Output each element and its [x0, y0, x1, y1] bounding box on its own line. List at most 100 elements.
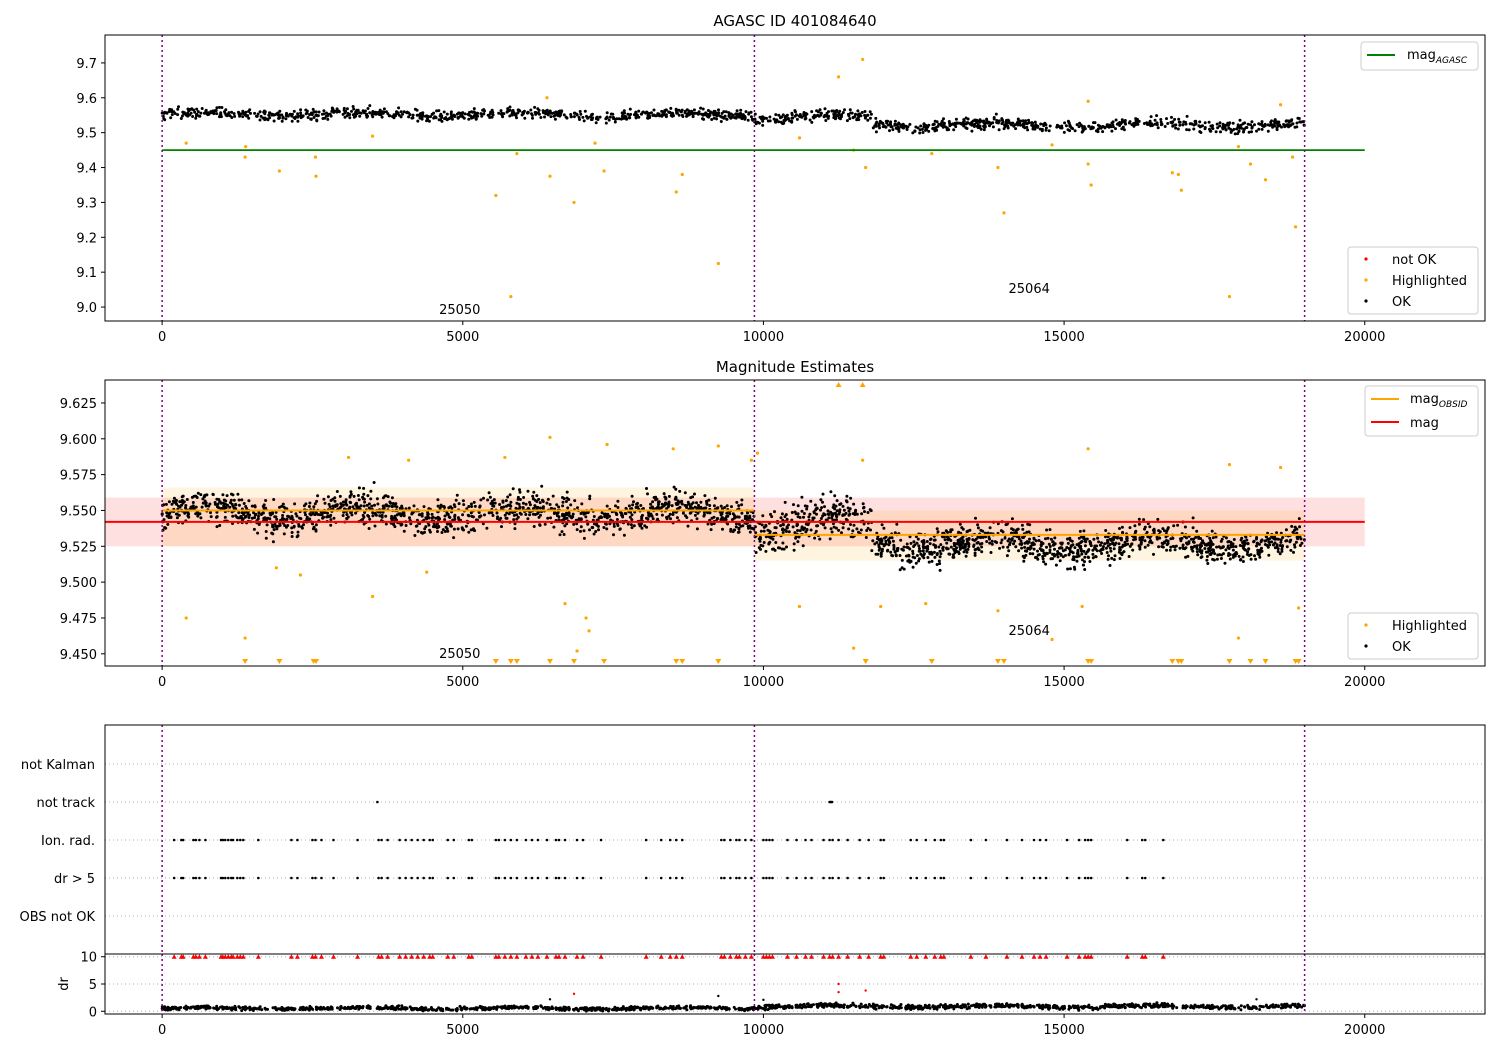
- ok-point: [876, 537, 879, 541]
- ok-point: [296, 115, 300, 119]
- ok-point: [1250, 130, 1253, 134]
- ok-point: [215, 525, 219, 529]
- ok-point: [208, 502, 212, 506]
- ok-point: [474, 518, 478, 522]
- ok-point: [1143, 527, 1146, 531]
- ok-point: [352, 107, 356, 111]
- highlighted-point: [407, 458, 411, 462]
- y-tick-label: 9.1: [76, 266, 97, 281]
- ok-point: [1260, 127, 1264, 131]
- ok-point: [1007, 549, 1011, 553]
- ok-point: [196, 491, 200, 495]
- ok-point: [356, 494, 360, 497]
- ok-point: [871, 539, 875, 543]
- ok-point: [508, 105, 512, 109]
- ok-point: [395, 513, 399, 517]
- ok-point: [777, 113, 781, 117]
- ok-point: [256, 531, 260, 535]
- flag-point: [314, 876, 317, 880]
- flag-point: [984, 838, 988, 842]
- ok-point: [529, 108, 533, 112]
- ok-point: [901, 548, 905, 552]
- ok-point: [1285, 539, 1289, 543]
- ok-point: [359, 504, 363, 508]
- ok-point: [797, 114, 801, 118]
- ok-point: [435, 109, 439, 113]
- ok-point: [964, 126, 968, 130]
- ok-point: [991, 121, 995, 125]
- flag-point: [494, 876, 498, 880]
- ok-point: [314, 529, 318, 533]
- ok-point: [236, 492, 240, 496]
- flag-point: [1125, 876, 1129, 880]
- ok-point: [1246, 550, 1250, 554]
- ok-point: [1082, 535, 1086, 539]
- ok-point: [470, 110, 473, 114]
- ok-point: [456, 527, 460, 531]
- ok-point: [568, 514, 571, 518]
- ok-point: [367, 527, 371, 530]
- ok-point: [541, 506, 545, 510]
- ok-point: [665, 517, 669, 521]
- ok-point: [551, 494, 555, 498]
- ok-point: [1229, 543, 1233, 547]
- ok-point: [785, 517, 789, 521]
- ok-point: [973, 539, 976, 542]
- ok-point: [942, 121, 946, 125]
- ok-point: [499, 109, 503, 113]
- ok-point: [616, 499, 620, 503]
- ok-point: [1033, 120, 1037, 124]
- ok-point: [212, 112, 216, 116]
- ok-point: [1104, 535, 1107, 539]
- ok-point: [337, 110, 341, 114]
- ok-point: [384, 503, 388, 507]
- flag-point: [738, 876, 741, 880]
- ok-point: [565, 490, 569, 494]
- flag-point: [837, 838, 840, 842]
- ok-point: [1110, 121, 1114, 125]
- flag-point: [1089, 876, 1093, 880]
- ok-point: [879, 554, 883, 558]
- ok-point: [907, 558, 911, 562]
- ok-point: [968, 528, 972, 532]
- ok-point: [1153, 122, 1157, 126]
- ok-point: [884, 542, 888, 546]
- flag-point: [404, 838, 407, 842]
- ok-point: [942, 535, 946, 539]
- ok-point: [734, 522, 738, 526]
- ok-point: [363, 500, 367, 504]
- ok-point: [632, 524, 636, 528]
- ok-point: [687, 113, 691, 117]
- ok-point: [209, 111, 213, 115]
- ok-point: [1174, 544, 1178, 548]
- flag-point: [830, 800, 834, 804]
- panel-agasc-marks: [160, 35, 1365, 321]
- flag-point: [1020, 876, 1024, 880]
- ok-point: [1114, 541, 1118, 545]
- highlighted-point: [861, 458, 865, 462]
- ok-point: [1261, 124, 1265, 128]
- ok-point: [882, 526, 886, 530]
- ok-point: [772, 117, 776, 121]
- ok-point: [1036, 549, 1039, 553]
- y-tick-label: 9.450: [60, 648, 97, 663]
- ok-point: [901, 126, 905, 130]
- ok-point: [976, 541, 980, 544]
- ok-point: [191, 115, 195, 118]
- ok-point: [737, 530, 741, 534]
- clipped-low-marker: [242, 659, 249, 664]
- ok-point: [774, 113, 778, 117]
- ok-point: [680, 108, 684, 112]
- ok-point: [630, 494, 634, 498]
- ok-point: [167, 500, 171, 504]
- ok-point: [533, 105, 537, 109]
- ok-point: [1068, 538, 1072, 542]
- ok-point: [395, 505, 399, 509]
- ok-point: [485, 526, 489, 530]
- ok-point: [796, 504, 800, 508]
- flag-point: [1143, 876, 1147, 880]
- ok-point: [264, 530, 268, 533]
- ok-point: [572, 115, 576, 119]
- ok-point: [420, 514, 424, 518]
